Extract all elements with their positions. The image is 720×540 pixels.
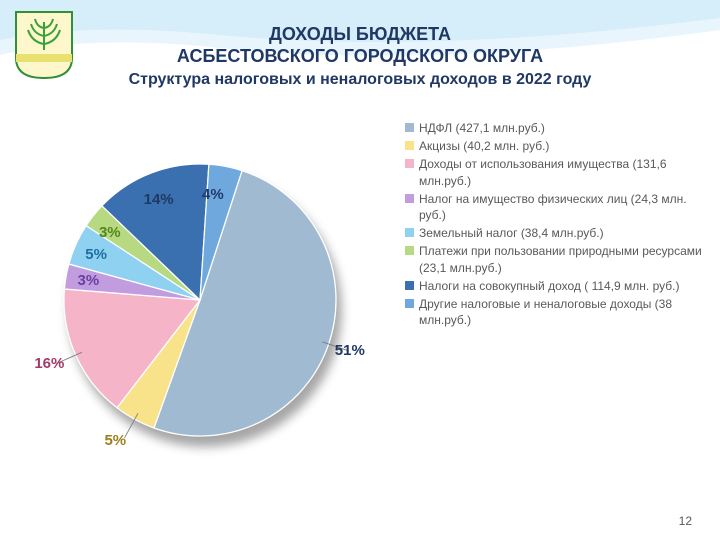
title-line-2: АСБЕСТОВСКОГО ГОРОДСКОГО ОКРУГА: [0, 46, 720, 68]
legend-text: Налог на имущество физических лиц (24,3 …: [419, 191, 705, 223]
legend-item: Налог на имущество физических лиц (24,3 …: [405, 191, 705, 223]
header-block: ДОХОДЫ БЮДЖЕТА АСБЕСТОВСКОГО ГОРОДСКОГО …: [0, 24, 720, 89]
slice-label: 51%: [335, 342, 365, 359]
slice-label: 16%: [34, 355, 64, 372]
slice-label: 14%: [144, 191, 174, 208]
legend-item: Платежи при пользовании природными ресур…: [405, 243, 705, 275]
page-number: 12: [679, 514, 692, 528]
legend-item: Земельный налог (38,4 млн.руб.): [405, 225, 705, 241]
slice-label: 3%: [78, 272, 100, 289]
legend-item: НДФЛ (427,1 млн.руб.): [405, 120, 705, 136]
legend-text: Другие налоговые и неналоговые доходы (3…: [419, 296, 705, 328]
legend: НДФЛ (427,1 млн.руб.) Акцизы (40,2 млн. р…: [405, 120, 705, 330]
slice-label: 5%: [85, 246, 107, 263]
title-line-1: ДОХОДЫ БЮДЖЕТА: [0, 24, 720, 46]
legend-text: Платежи при пользовании природными ресур…: [419, 243, 705, 275]
slice-label: 5%: [104, 432, 126, 449]
legend-item: Налоги на совокупный доход ( 114,9 млн. …: [405, 278, 705, 294]
legend-swatch: [405, 159, 414, 168]
legend-text: Налоги на совокупный доход ( 114,9 млн. …: [419, 278, 705, 294]
legend-item: Другие налоговые и неналоговые доходы (3…: [405, 296, 705, 328]
legend-swatch: [405, 299, 414, 308]
slice-label: 3%: [99, 224, 121, 241]
legend-swatch: [405, 194, 414, 203]
subtitle: Структура налоговых и неналоговых доходо…: [0, 71, 720, 89]
legend-text: Доходы от использования имущества (131,6…: [419, 156, 705, 188]
legend-swatch: [405, 228, 414, 237]
legend-swatch: [405, 246, 414, 255]
legend-swatch: [405, 141, 414, 150]
legend-text: Акцизы (40,2 млн. руб.): [419, 138, 705, 154]
legend-text: НДФЛ (427,1 млн.руб.): [419, 120, 705, 136]
legend-item: Акцизы (40,2 млн. руб.): [405, 138, 705, 154]
slice-label: 4%: [202, 186, 224, 203]
legend-swatch: [405, 281, 414, 290]
pie-chart: 51% 5% 16% 3% 5% 3% 14% 4%: [30, 130, 370, 470]
legend-swatch: [405, 123, 414, 132]
legend-text: Земельный налог (38,4 млн.руб.): [419, 225, 705, 241]
legend-item: Доходы от использования имущества (131,6…: [405, 156, 705, 188]
